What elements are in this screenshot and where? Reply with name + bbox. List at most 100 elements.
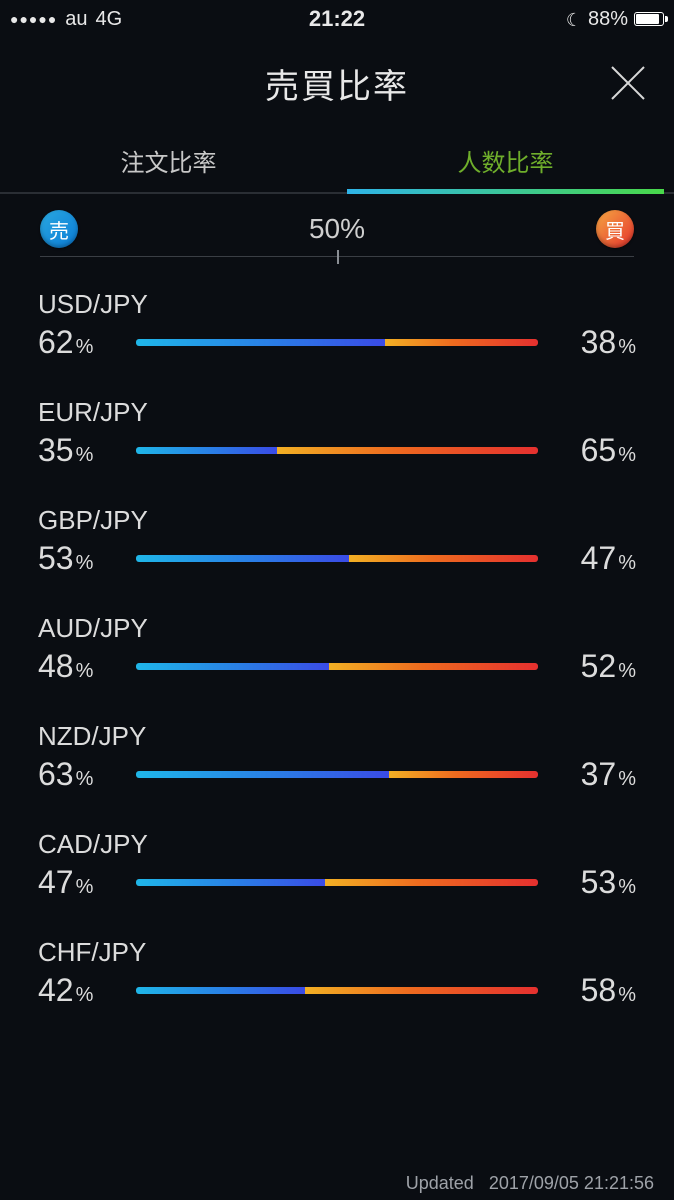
percent-unit: % <box>76 984 94 1007</box>
pair-label: USD/JPY <box>38 289 636 320</box>
ratio-bar <box>136 447 538 454</box>
sell-bar-segment <box>136 663 329 670</box>
ratio-bar <box>136 339 538 346</box>
pair-label: AUD/JPY <box>38 613 636 644</box>
ratio-row: GBP/JPY53%47% <box>0 479 674 587</box>
sell-percent-value: 48 <box>38 648 74 685</box>
row-body: 53%47% <box>38 540 636 577</box>
sell-badge-label: 売 <box>49 215 69 244</box>
sell-percent-value: 35 <box>38 432 74 469</box>
sell-bar-segment <box>136 555 349 562</box>
tab-people-ratio[interactable]: 人数比率 <box>337 128 674 192</box>
tab-order-ratio[interactable]: 注文比率 <box>0 128 337 192</box>
legend-axis <box>40 256 634 257</box>
sell-percent: 53% <box>38 540 124 577</box>
close-button[interactable] <box>606 61 650 105</box>
network-label: 4G <box>96 8 123 31</box>
percent-unit: % <box>618 768 636 791</box>
ratio-bar <box>136 771 538 778</box>
ratio-row: CHF/JPY42%58% <box>0 911 674 1019</box>
buy-percent: 65% <box>550 432 636 469</box>
sell-percent-value: 63 <box>38 756 74 793</box>
buy-bar-segment <box>385 339 538 346</box>
sell-percent: 47% <box>38 864 124 901</box>
updated-value: 2017/09/05 21:21:56 <box>489 1173 654 1193</box>
percent-unit: % <box>618 336 636 359</box>
buy-bar-segment <box>349 555 538 562</box>
percent-unit: % <box>618 552 636 575</box>
sell-percent: 42% <box>38 972 124 1009</box>
percent-unit: % <box>618 660 636 683</box>
percent-unit: % <box>618 444 636 467</box>
ratio-row: CAD/JPY 47% 53% <box>0 803 674 911</box>
legend-mid-label: 50% <box>309 213 365 245</box>
ratio-bar <box>136 663 538 670</box>
page-title: 売買比率 <box>265 59 409 108</box>
percent-unit: % <box>76 552 94 575</box>
ratio-rows: USD/JPY62%38%EUR/JPY35%65%GBP/JPY53%47%A… <box>0 257 674 1019</box>
sell-percent-value: 47 <box>38 864 74 901</box>
status-left: ●●●●● au 4G <box>10 8 122 31</box>
buy-bar-segment <box>389 771 538 778</box>
buy-percent-value: 65 <box>581 432 617 469</box>
percent-unit: % <box>76 876 94 899</box>
percent-unit: % <box>76 768 94 791</box>
updated-label: Updated <box>406 1173 474 1193</box>
buy-percent-value: 38 <box>581 324 617 361</box>
status-right: ☾ 88% <box>566 8 664 31</box>
legend-center-tick-icon <box>337 250 339 264</box>
dnd-moon-icon: ☾ <box>566 10 582 31</box>
battery-icon <box>634 12 664 26</box>
percent-unit: % <box>76 444 94 467</box>
ratio-bar <box>136 555 538 562</box>
ratio-row: AUD/JPY48%52% <box>0 587 674 695</box>
sell-percent-value: 42 <box>38 972 74 1009</box>
buy-percent: 58% <box>550 972 636 1009</box>
buy-percent: 47% <box>550 540 636 577</box>
percent-unit: % <box>618 984 636 1007</box>
row-body: 47% 53% <box>38 864 636 901</box>
tabs: 注文比率 人数比率 <box>0 128 674 194</box>
sell-percent: 35% <box>38 432 124 469</box>
tab-label: 注文比率 <box>121 143 217 178</box>
buy-percent: 52% <box>550 648 636 685</box>
buy-bar-segment <box>329 663 538 670</box>
pair-label: NZD/JPY <box>38 721 636 752</box>
close-icon <box>606 61 650 105</box>
carrier-label: au <box>65 8 87 31</box>
buy-bar-segment <box>325 879 538 886</box>
row-body: 63%37% <box>38 756 636 793</box>
sell-percent: 62% <box>38 324 124 361</box>
ratio-row: EUR/JPY35%65% <box>0 371 674 479</box>
percent-unit: % <box>76 660 94 683</box>
sell-badge: 売 <box>40 210 78 248</box>
sell-bar-segment <box>136 447 277 454</box>
buy-bar-segment <box>305 987 538 994</box>
pair-label: CHF/JPY <box>38 937 636 968</box>
ratio-row: NZD/JPY63%37% <box>0 695 674 803</box>
legend-row: 売 50% 買 <box>0 194 674 256</box>
sell-bar-segment <box>136 987 305 994</box>
pair-label: GBP/JPY <box>38 505 636 536</box>
pair-label: CAD/JPY <box>38 829 636 860</box>
buy-percent-value: 47 <box>581 540 617 577</box>
sell-percent: 48% <box>38 648 124 685</box>
status-time: 21:22 <box>309 6 365 32</box>
row-body: 62%38% <box>38 324 636 361</box>
page-header: 売買比率 <box>0 38 674 128</box>
sell-bar-segment <box>136 771 389 778</box>
sell-bar-segment <box>136 879 325 886</box>
sell-bar-segment <box>136 339 385 346</box>
buy-percent: 38% <box>550 324 636 361</box>
buy-percent-value: 58 <box>581 972 617 1009</box>
sell-percent-value: 53 <box>38 540 74 577</box>
ratio-bar <box>136 987 538 994</box>
row-body: 35%65% <box>38 432 636 469</box>
percent-unit: % <box>76 336 94 359</box>
pair-label: EUR/JPY <box>38 397 636 428</box>
row-body: 48%52% <box>38 648 636 685</box>
sell-percent-value: 62 <box>38 324 74 361</box>
row-body: 42%58% <box>38 972 636 1009</box>
buy-percent: 53% <box>550 864 636 901</box>
buy-percent: 37% <box>550 756 636 793</box>
